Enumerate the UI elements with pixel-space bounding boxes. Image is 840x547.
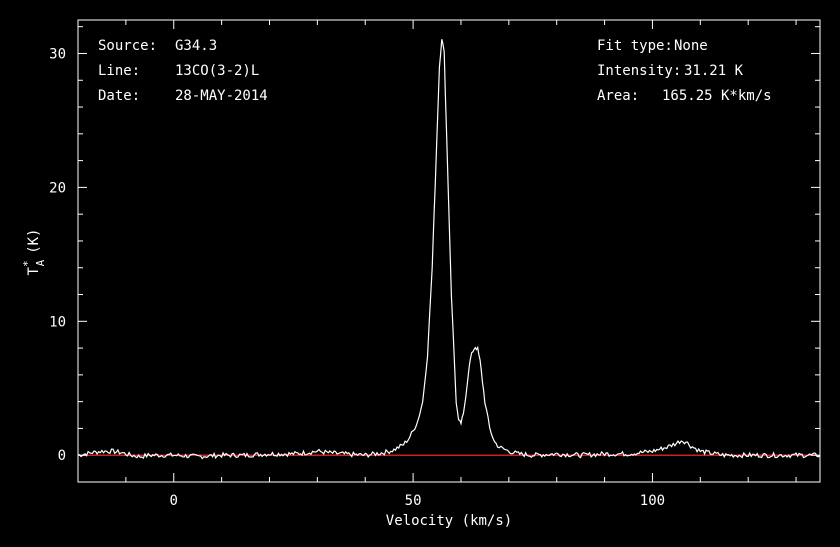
y-tick-label: 20 [49,180,66,196]
info-fit-type-label: Fit type: [597,38,673,54]
info-left: Source: G34.3 Line: 13CO(3-2)L Date: 28-… [98,38,268,104]
info-area-value: 165.25 K*km/s [662,88,772,104]
info-date-label: Date: [98,88,140,104]
info-date-value: 28-MAY-2014 [175,88,268,104]
y-tick-label: 30 [49,46,66,62]
y-axis-label-sub: A [34,259,47,266]
svg-text:T*A(K): T*A (K) [21,229,47,276]
plot-frame [77,19,821,483]
info-line-value: 13CO(3-2)L [175,63,259,79]
info-source-label: Source: [98,38,157,54]
info-fit-type-value: None [674,38,708,54]
info-line-label: Line: [98,63,140,79]
spectrum-line [77,39,821,460]
y-axis-label: T*A (K) [21,229,47,276]
x-tick-label: 0 [170,493,178,509]
info-intensity-label: Intensity: [597,63,681,79]
y-tick-label: 0 [58,448,66,464]
x-axis-label: Velocity (km/s) [386,513,512,529]
y-tick-label: 10 [49,314,66,330]
x-tick-label: 50 [405,493,422,509]
y-axis-label-unit: (K) [26,229,42,254]
info-area-label: Area: [597,88,639,104]
info-source-value: G34.3 [175,38,217,54]
y-axis-ticks: 0 10 20 30 [49,26,820,483]
info-intensity-value: 31.21 K [684,63,744,79]
x-axis-ticks: 0 50 100 [77,20,797,509]
y-axis-label-sup: * [21,260,34,267]
info-right: Fit type: None Intensity: 31.21 K Area: … [597,38,772,104]
x-tick-label: 100 [640,493,665,509]
y-axis-label-main: T [26,266,42,275]
